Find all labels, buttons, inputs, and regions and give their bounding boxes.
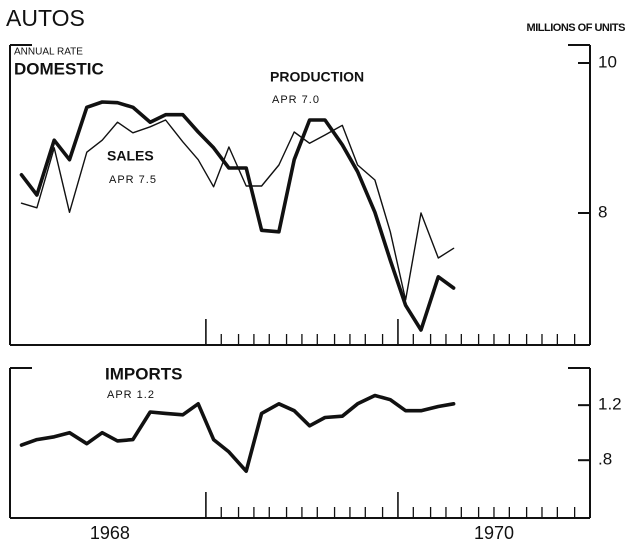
x-year-label: 1970 bbox=[474, 523, 514, 543]
subtitle: DOMESTIC bbox=[14, 59, 104, 78]
series-name: PRODUCTION bbox=[270, 69, 364, 85]
y-tick-label: 1.2 bbox=[598, 395, 622, 414]
y-axis-label: MILLIONS OF UNITS bbox=[527, 22, 626, 34]
series-name: SALES bbox=[107, 148, 154, 164]
series-line bbox=[19, 100, 456, 332]
series-note: APR 7.5 bbox=[109, 174, 157, 186]
y-tick-label: 10 bbox=[598, 52, 617, 71]
series-note: APR 7.0 bbox=[272, 94, 320, 106]
y-tick-label: .8 bbox=[598, 450, 612, 469]
y-tick-label: 8 bbox=[598, 202, 607, 221]
x-year-label: 1968 bbox=[90, 523, 130, 543]
series-note: APR 1.2 bbox=[107, 389, 155, 401]
series-line bbox=[19, 393, 456, 474]
series-name: IMPORTS bbox=[105, 364, 182, 383]
chart-title: AUTOS bbox=[6, 5, 85, 31]
subtitle: ANNUAL RATE bbox=[14, 47, 83, 58]
series-line bbox=[20, 119, 455, 301]
